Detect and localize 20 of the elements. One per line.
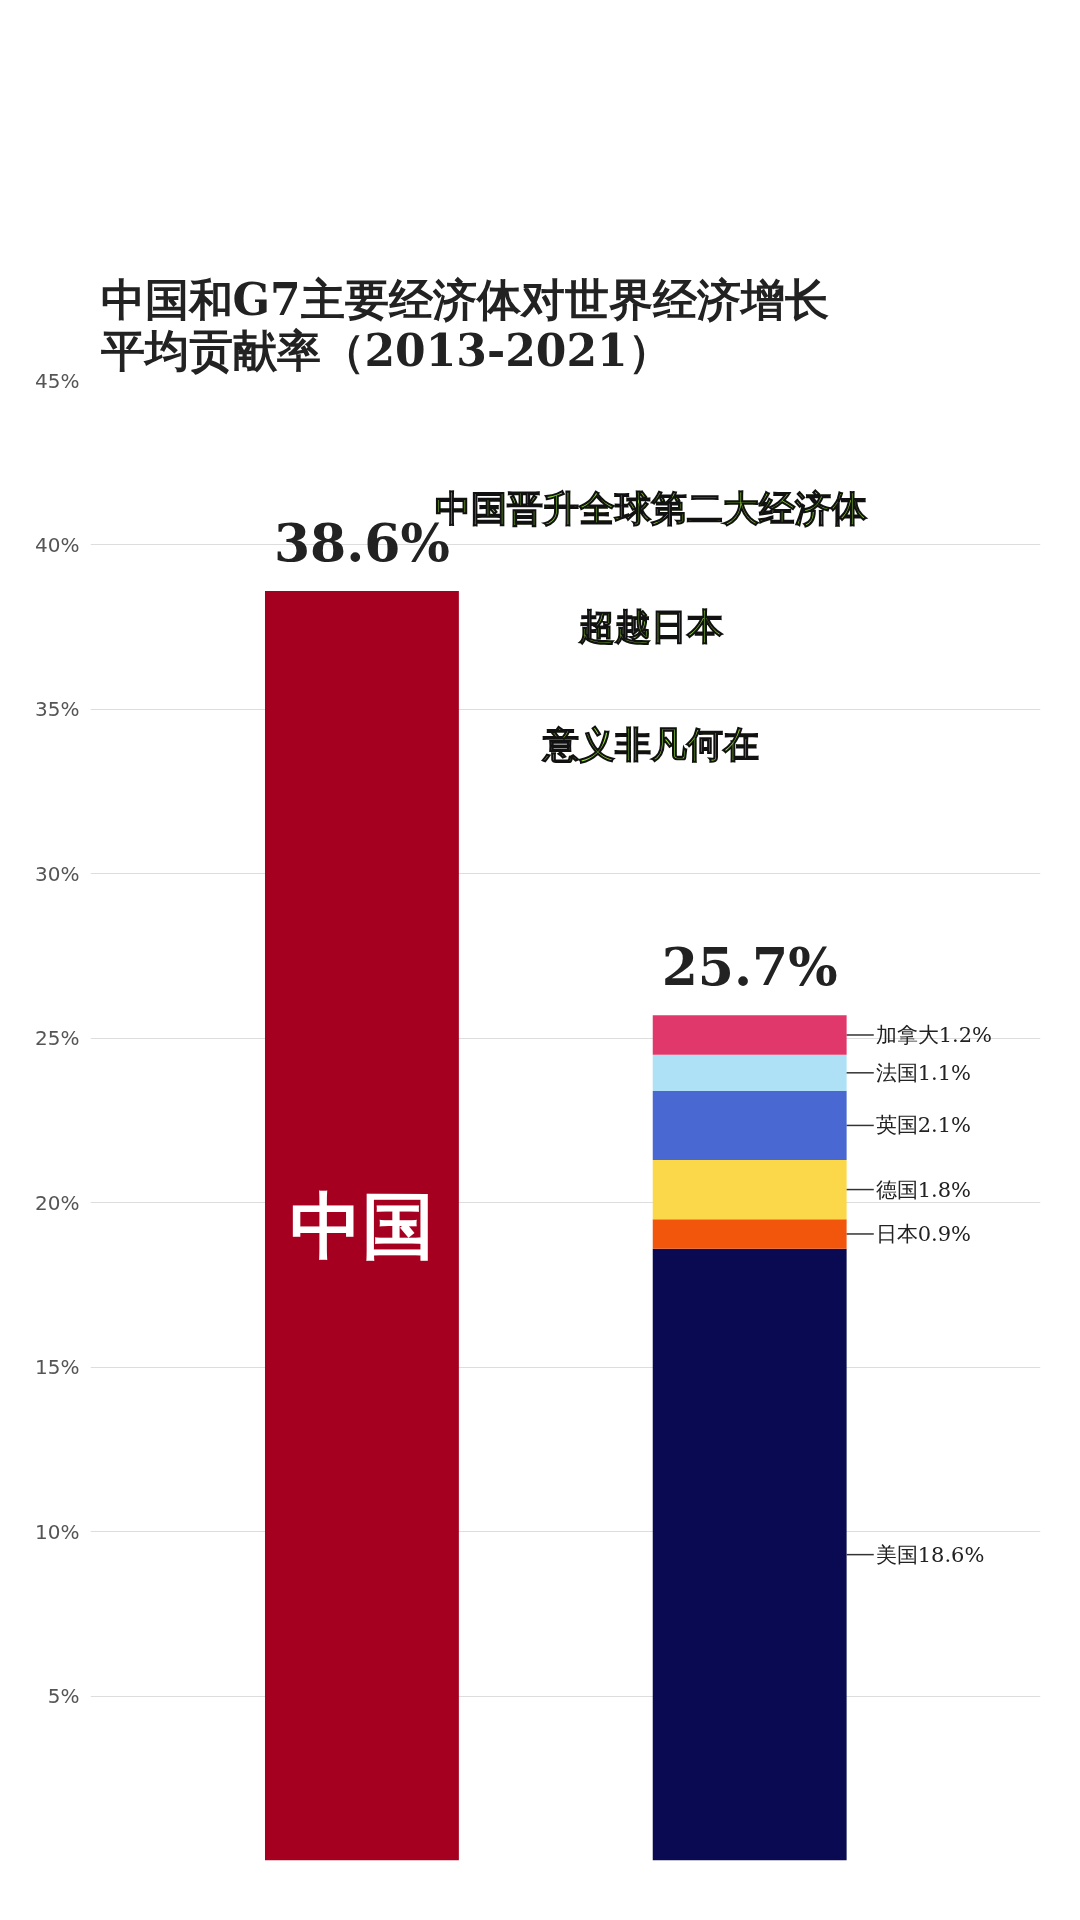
annotation: 超越日本 (577, 605, 723, 647)
text: 德国1.8% (875, 1177, 972, 1202)
annotation: 意义非凡何在 (540, 724, 759, 766)
chart-title: 中国和G7主要经济体对世界经济增长平均贡献率（2013-2021） (100, 273, 829, 376)
y-tick-label: 25% (35, 1026, 80, 1051)
y-tick-label: 35% (35, 697, 80, 722)
text: 加拿大1.2% (875, 1022, 993, 1047)
y-tick-label: 30% (35, 861, 80, 886)
y-tick-label: 40% (35, 532, 80, 557)
text: 美国18.6% (875, 1542, 985, 1567)
text: 法国1.1% (875, 1060, 972, 1085)
y-tick-label: 10% (35, 1519, 80, 1544)
y-tick-label: 20% (35, 1190, 80, 1215)
total-label: 25.7% (661, 936, 838, 998)
y-tick-label: 15% (35, 1355, 80, 1380)
text: 英国2.1% (875, 1113, 972, 1138)
text: 日本0.9% (875, 1221, 972, 1246)
x-tick-label: 中国 (289, 1183, 434, 1269)
y-tick-label: 5% (47, 1684, 80, 1709)
y-tick-label: 45% (35, 368, 80, 393)
